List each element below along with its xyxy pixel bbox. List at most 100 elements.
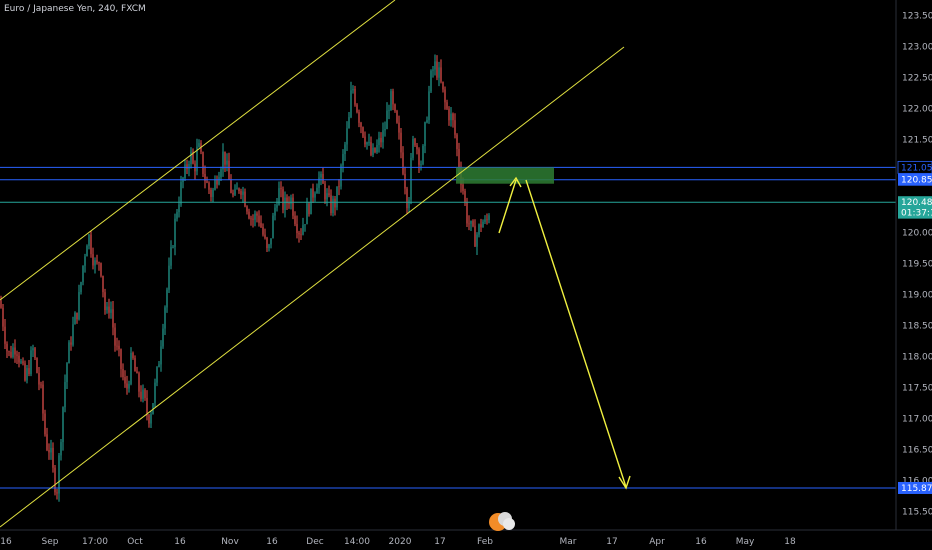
candle-body: [470, 220, 472, 224]
candle-body: [202, 151, 204, 175]
candle-body: [350, 90, 352, 118]
price-tag-bg: [898, 196, 932, 209]
candle-body: [222, 151, 224, 170]
candle-body: [132, 352, 134, 359]
candle-body: [198, 143, 200, 147]
candle-body: [238, 188, 240, 192]
candle-body: [326, 193, 328, 200]
candle-body: [354, 88, 356, 105]
price-series: [0, 54, 490, 502]
candle-body: [464, 190, 466, 203]
candle-body: [188, 163, 190, 170]
price-tag-bg: [898, 173, 932, 186]
candle-body: [68, 342, 70, 364]
candle-body: [384, 129, 386, 131]
candle-body: [458, 149, 460, 169]
zone-rect: [456, 167, 554, 184]
candle-body: [16, 354, 18, 356]
price-tag-label: 01:37:10: [901, 209, 932, 219]
candle-body: [360, 122, 362, 128]
candle-body: [342, 154, 344, 166]
y-tick-label: 122.500: [902, 73, 932, 83]
candle-body: [152, 403, 154, 415]
candle-body: [270, 238, 272, 245]
candle-body: [262, 227, 264, 235]
candle-body: [330, 195, 332, 214]
candle-body: [216, 179, 218, 185]
price-tag-bg: [898, 481, 932, 494]
candle-body: [370, 142, 372, 155]
candle-body: [312, 188, 314, 198]
candle-body: [10, 351, 12, 358]
candle-body: [42, 384, 44, 414]
x-tick-label: 17:00: [82, 537, 108, 547]
candle-body: [40, 384, 42, 386]
candle-body: [118, 345, 120, 350]
candle-body: [482, 221, 484, 228]
candle-body: [346, 128, 348, 145]
candle-body: [254, 213, 256, 220]
x-tick-label: 16: [266, 537, 278, 547]
candle-body: [294, 215, 296, 225]
candle-body: [438, 67, 440, 78]
candle-body: [98, 262, 100, 264]
candle-body: [130, 352, 132, 384]
candle-body: [50, 447, 52, 453]
candle-body: [266, 237, 268, 249]
candle-body: [488, 215, 490, 220]
candle-body: [250, 218, 252, 220]
candle-body: [300, 234, 302, 236]
candle-body: [114, 327, 116, 346]
candle-body: [116, 345, 118, 347]
candle-body: [22, 361, 24, 364]
candle-body: [54, 467, 56, 493]
candle-body: [356, 104, 358, 113]
y-axis: 123.500 123.000 122.500 122.000 121.500 121.0…: [902, 11, 932, 517]
candle-body: [396, 111, 398, 123]
candle-body: [278, 188, 280, 205]
price-tag-label: 115.878: [901, 484, 932, 494]
y-tick-label: 118.000: [902, 352, 932, 362]
candle-body: [410, 157, 412, 200]
candle-body: [64, 382, 66, 408]
candle-body: [348, 117, 350, 129]
candle-body: [336, 186, 338, 208]
x-tick-label: May: [736, 537, 755, 547]
price-tag-bg: [898, 206, 932, 219]
candle-body: [296, 224, 298, 234]
candle-body: [36, 358, 38, 373]
candle-body: [372, 147, 374, 155]
y-tick-label: 117.000: [902, 414, 932, 424]
target-zone: [456, 167, 554, 184]
candle-body: [180, 182, 182, 205]
candle-body: [450, 113, 452, 121]
candle-body: [286, 197, 288, 204]
candle-body: [26, 368, 28, 381]
candle-body: [486, 219, 488, 221]
candle-body: [400, 132, 402, 153]
candle-body: [404, 173, 406, 189]
candle-body: [466, 202, 468, 224]
candle-body: [78, 292, 80, 320]
candle-body: [322, 173, 324, 184]
price-tag: 121.050: [897, 160, 932, 174]
candle-body: [394, 104, 396, 112]
arrow-up-head: [509, 176, 522, 188]
candle-body: [6, 343, 8, 352]
candle-body: [122, 368, 124, 378]
candle-body: [244, 191, 246, 207]
candle-body: [230, 179, 232, 193]
candle-body: [386, 110, 388, 130]
candle-body: [148, 415, 150, 424]
x-tick-label: Apr: [649, 537, 665, 547]
x-tick-label: Sep: [42, 537, 59, 547]
candle-body: [0, 300, 2, 308]
candle-body: [210, 189, 212, 197]
candle-body: [86, 245, 88, 257]
candle-body: [150, 414, 152, 424]
candle-body: [428, 91, 430, 121]
candle-body: [124, 377, 126, 384]
candle-body: [290, 197, 292, 204]
x-tick-label: 17: [606, 537, 617, 547]
